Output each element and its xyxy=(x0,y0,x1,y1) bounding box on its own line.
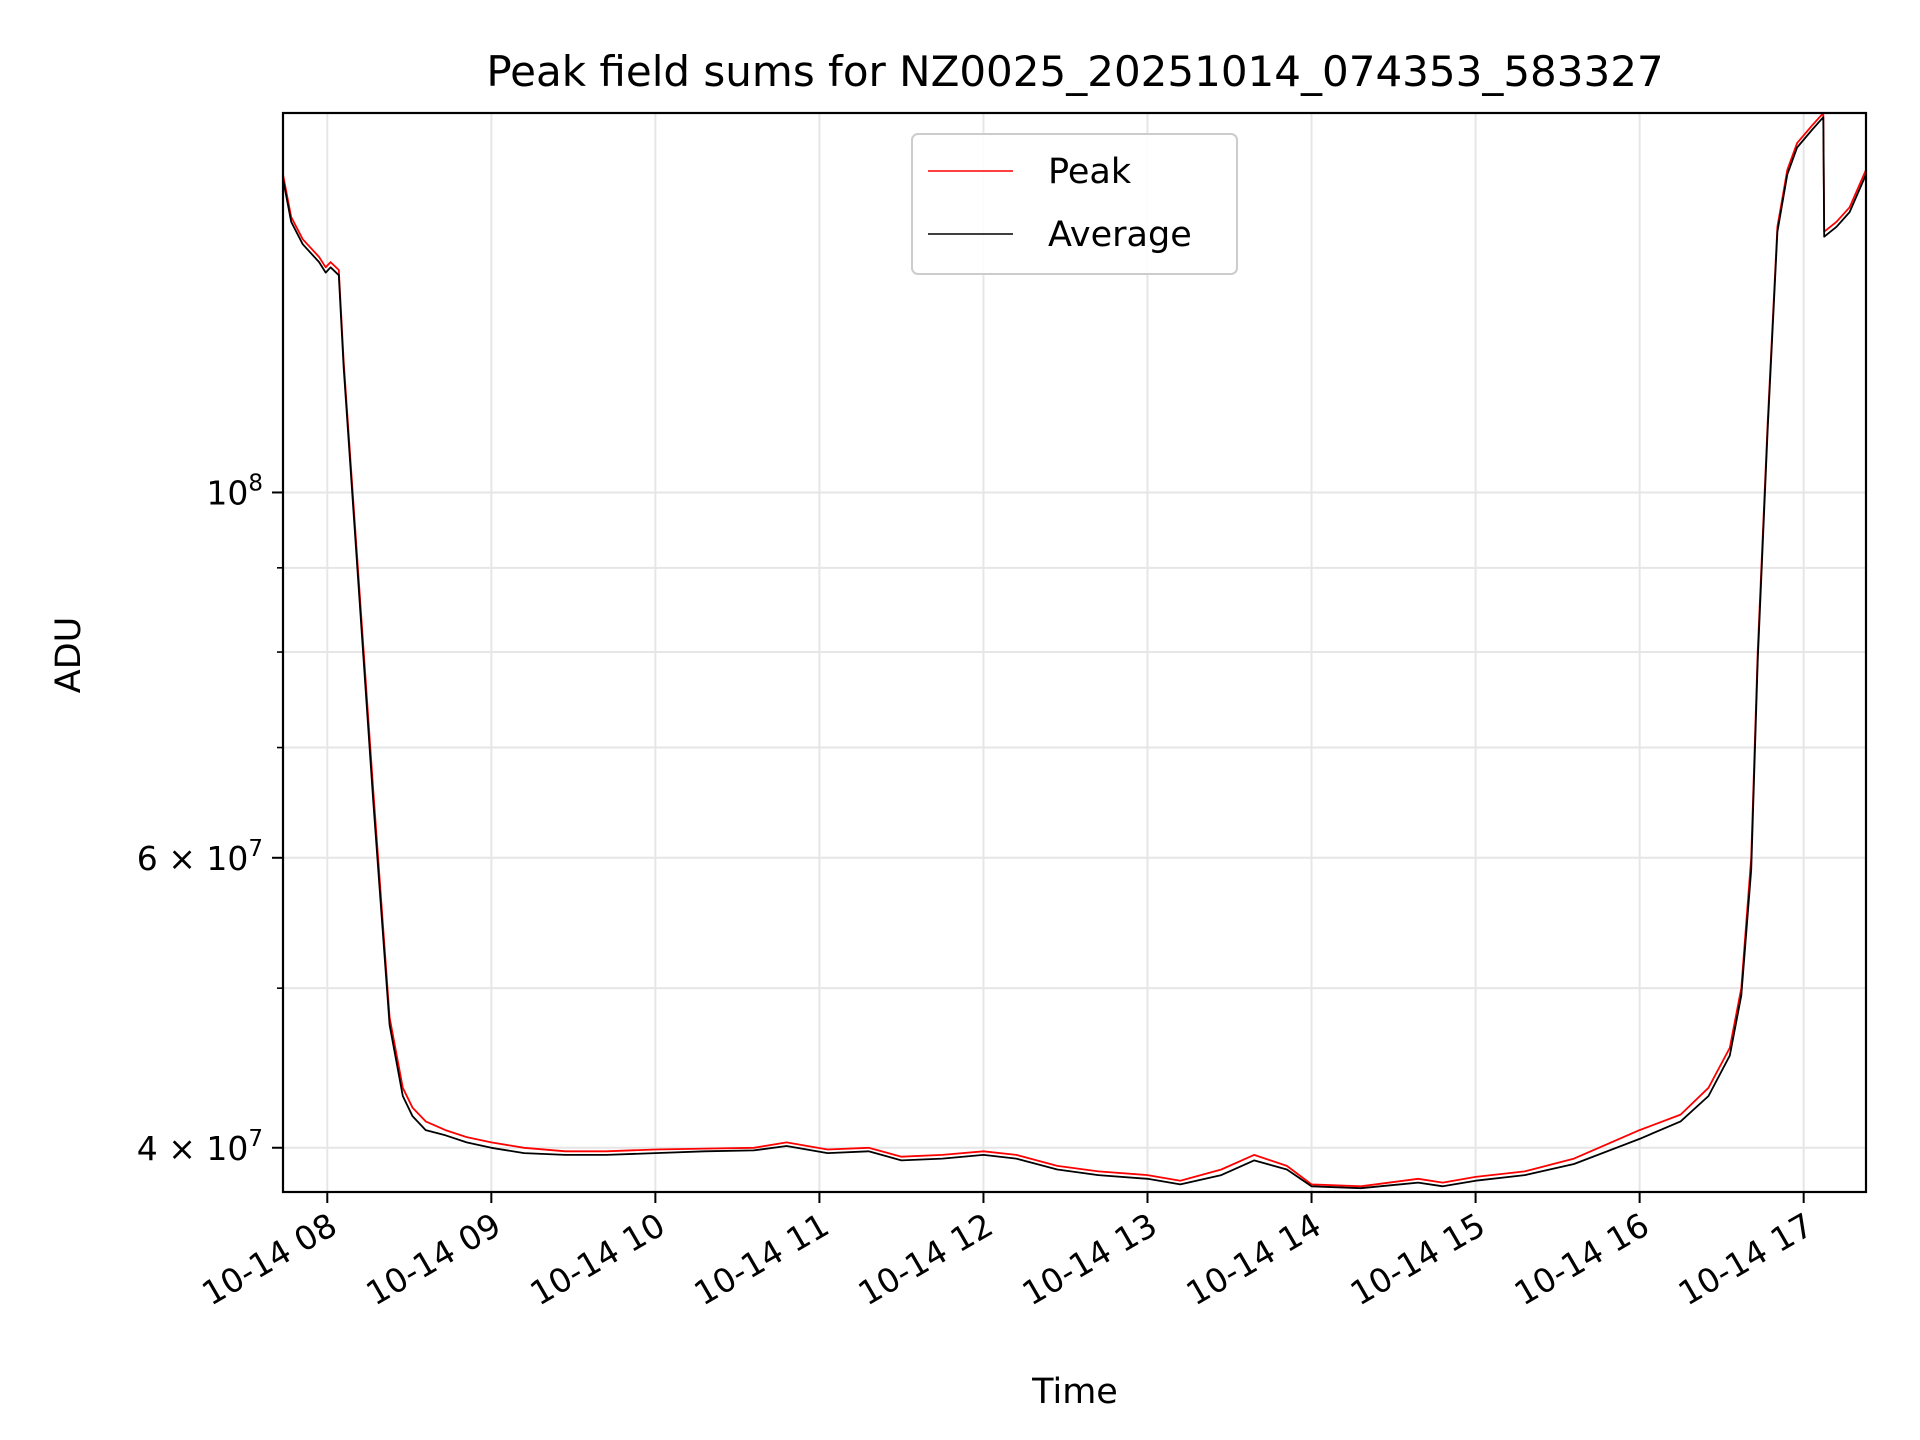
legend-label-average: Average xyxy=(1048,215,1192,255)
legend-box xyxy=(911,133,1238,275)
y-axis: 4 × 107 6 × 107 108 xyxy=(137,470,283,1168)
series-layer xyxy=(282,112,1867,1190)
legend: Peak Average xyxy=(911,133,1238,275)
y-tick-label: 108 xyxy=(206,470,263,512)
y-tick-label: 4 × 107 xyxy=(137,1126,263,1168)
y-axis-label: ADU xyxy=(49,617,89,694)
y-tick-label: 6 × 107 xyxy=(137,836,263,878)
grid xyxy=(283,113,1866,1192)
x-axis-label: Time xyxy=(1031,1372,1118,1412)
chart-title: Peak field sums for NZ0025_20251014_0743… xyxy=(486,47,1663,96)
legend-label-peak: Peak xyxy=(1048,152,1132,192)
series-line-average xyxy=(282,116,1867,1190)
